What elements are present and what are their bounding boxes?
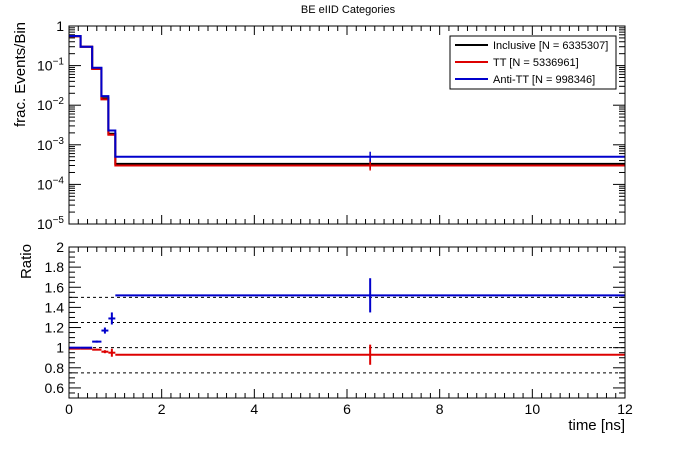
legend: Inclusive [N = 6335307] TT [N = 5336961]… [449, 35, 617, 90]
x-tick-label: 10 [525, 401, 541, 417]
ratio-reference-lines [69, 296, 625, 374]
top-y-tick-label: 10−1 [37, 57, 64, 74]
chart-title: BE eIID Categories [301, 4, 396, 16]
ratio-y-tick-label: 0.6 [45, 380, 65, 396]
x-axis-label: time [ns] [568, 417, 625, 434]
ratio-y-tick-label: 1.4 [45, 299, 65, 315]
x-tick-labels: 0 2 4 6 8 10 12 [65, 401, 633, 417]
ratio-y-tick-label: 1 [56, 340, 64, 356]
ratio-y-tick-label: 1.8 [45, 259, 65, 275]
top-y-tick-label: 10−4 [37, 175, 64, 192]
top-y-tick-label: 10−2 [37, 96, 64, 113]
x-tick-label: 6 [343, 401, 351, 417]
top-y-axis-label: frac. Events/Bin [12, 22, 29, 127]
top-plot-frame [68, 25, 626, 225]
top-plot-series [69, 34, 625, 171]
legend-label-inclusive: Inclusive [N = 6335307] [493, 40, 608, 52]
ratio-y-tick-label: 0.8 [45, 360, 65, 376]
ratio-y-tick-label: 2 [56, 239, 64, 255]
top-y-tick-label: 1 [56, 18, 64, 34]
top-y-tick-label: 10−3 [37, 136, 64, 153]
x-tick-label: 8 [436, 401, 444, 417]
ratio-plot-frame [68, 246, 626, 399]
ratio-y-tick-label: 1.2 [45, 320, 65, 336]
x-tick-label: 4 [250, 401, 258, 417]
x-tick-label: 2 [158, 401, 166, 417]
x-tick-label: 0 [65, 401, 73, 417]
legend-label-tt: TT [N = 5336961] [493, 57, 579, 69]
top-y-tick-labels: 1 10−1 10−2 10−3 10−4 10−5 [37, 18, 64, 232]
x-tick-label: 12 [617, 401, 633, 417]
ratio-y-tick-labels: 0.6 0.8 1 1.2 1.4 1.6 1.8 2 [45, 239, 65, 396]
ratio-plot-series [69, 278, 625, 365]
ratio-y-axis-label: Ratio [18, 244, 35, 279]
top-y-tick-label: 10−5 [37, 215, 64, 232]
ratio-y-tick-label: 1.6 [45, 279, 65, 295]
legend-label-anti-tt: Anti-TT [N = 998346] [493, 74, 595, 86]
top-series-line-2 [69, 34, 625, 158]
